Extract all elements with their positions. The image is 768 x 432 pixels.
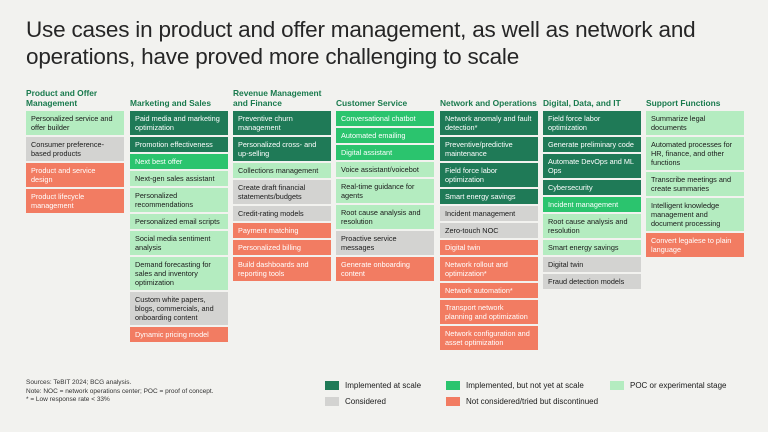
legend-label: Considered — [345, 397, 386, 406]
use-case-cell: Next-gen sales assistant — [130, 171, 228, 186]
legend-label: Not considered/tried but discontinued — [466, 397, 599, 406]
column-header: Revenue Management and Finance — [233, 88, 322, 108]
page-title: Use cases in product and offer managemen… — [26, 17, 696, 69]
use-case-cell: Transport network planning and optimizat… — [440, 300, 538, 324]
use-case-cell: Personalized email scripts — [130, 214, 228, 229]
column-header: Customer Service — [336, 98, 408, 108]
column-header: Digital, Data, and IT — [543, 98, 621, 108]
use-case-cell: Summarize legal documents — [646, 111, 744, 135]
footnotes: Sources: TeBIT 2024; BCG analysis. Note:… — [26, 379, 214, 405]
use-case-cell: Payment matching — [233, 223, 331, 238]
column-3: Customer Service Conversational chatbot Au… — [336, 83, 434, 283]
legend-swatch — [610, 381, 624, 390]
use-case-cell: Demand forecasting for sales and invento… — [130, 257, 228, 290]
footnote-sources: Sources: TeBIT 2024; BCG analysis. — [26, 379, 132, 386]
use-case-cell: Social media sentiment analysis — [130, 231, 228, 255]
use-case-cell: Real-time guidance for agents — [336, 179, 434, 203]
legend-implemented-at-scale: Implemented at scale — [325, 381, 421, 390]
legend-implemented-not-scale: Implemented, but not yet at scale — [446, 381, 584, 390]
use-case-cell: Generate onboarding content — [336, 257, 434, 281]
column-2: Revenue Management and Finance Preventive… — [233, 83, 331, 283]
use-case-cell: Personalized billing — [233, 240, 331, 255]
use-case-cell: Field force labor optimization — [440, 163, 538, 187]
legend-poc: POC or experimental stage — [610, 381, 727, 390]
use-case-cell: Generate preliminary code — [543, 137, 641, 152]
legend-swatch — [325, 381, 339, 390]
use-case-cell: Product lifecycle management — [26, 189, 124, 213]
use-case-cell: Create draft financial statements/budget… — [233, 180, 331, 204]
column-header: Marketing and Sales — [130, 98, 211, 108]
use-case-cell: Root cause analysis and resolution — [543, 214, 641, 238]
legend-label: Implemented, but not yet at scale — [466, 381, 584, 390]
use-case-cell: Digital assistant — [336, 145, 434, 160]
use-case-cell: Proactive service messages — [336, 231, 434, 255]
use-case-cell: Smart energy savings — [543, 240, 641, 255]
use-case-cell: Digital twin — [440, 240, 538, 255]
use-case-cell: Digital twin — [543, 257, 641, 272]
column-header: Support Functions — [646, 98, 721, 108]
use-case-cell: Credit-rating models — [233, 206, 331, 221]
use-case-cell: Next best offer — [130, 154, 228, 169]
legend-label: Implemented at scale — [345, 381, 422, 390]
use-case-cell: Convert legalese to plain language — [646, 233, 744, 257]
use-case-cell: Automated processes for HR, finance, and… — [646, 137, 744, 170]
use-case-cell: Collections management — [233, 163, 331, 178]
legend-label: POC or experimental stage — [630, 381, 727, 390]
use-case-cell: Network automation* — [440, 283, 538, 298]
use-case-cell: Conversational chatbot — [336, 111, 434, 126]
use-case-cell: Dynamic pricing model — [130, 327, 228, 342]
column-4: Network and Operations Network anomaly an… — [440, 83, 538, 352]
use-case-cell: Fraud detection models — [543, 274, 641, 289]
use-case-cell: Consumer preference-based products — [26, 137, 124, 161]
footnote-asterisk: * = Low response rate < 33% — [26, 396, 110, 403]
use-case-cell: Voice assistant/voicebot — [336, 162, 434, 177]
use-case-cell: Preventive churn management — [233, 111, 331, 135]
use-case-cell: Personalized recommendations — [130, 188, 228, 212]
use-case-cell: Build dashboards and reporting tools — [233, 257, 331, 281]
use-case-cell: Paid media and marketing optimization — [130, 111, 228, 135]
use-case-cell: Custom white papers, blogs, commercials,… — [130, 292, 228, 325]
use-case-cell: Product and service design — [26, 163, 124, 187]
use-case-cell: Cybersecurity — [543, 180, 641, 195]
legend-discontinued: Not considered/tried but discontinued — [446, 397, 598, 406]
use-case-cell: Field force labor optimization — [543, 111, 641, 135]
use-case-cell: Promotion effectiveness — [130, 137, 228, 152]
footnote-note: Note: NOC = network operations center; P… — [26, 387, 214, 395]
use-case-cell: Network rollout and optimization* — [440, 257, 538, 281]
use-case-cell: Network anomaly and fault detection* — [440, 111, 538, 135]
column-5: Digital, Data, and IT Field force labor o… — [543, 83, 641, 291]
use-case-cell: Intelligent knowledge management and doc… — [646, 198, 744, 231]
column-header: Product and Offer Management — [26, 88, 98, 108]
column-0: Product and Offer Management Personalized… — [26, 83, 124, 215]
use-case-cell: Incident management — [440, 206, 538, 221]
use-case-cell: Zero-touch NOC — [440, 223, 538, 238]
use-case-cell: Incident management — [543, 197, 641, 212]
column-header: Network and Operations — [440, 98, 537, 108]
use-case-cell: Transcribe meetings and create summaries — [646, 172, 744, 196]
legend-swatch — [446, 397, 460, 406]
use-case-cell: Personalized service and offer builder — [26, 111, 124, 135]
legend-swatch — [325, 397, 339, 406]
use-case-cell: Root cause analysis and resolution — [336, 205, 434, 229]
column-1: Marketing and Sales Paid media and market… — [130, 83, 228, 344]
use-case-cell: Automate DevOps and ML Ops — [543, 154, 641, 178]
use-case-cell: Automated emailing — [336, 128, 434, 143]
use-case-cell: Smart energy savings — [440, 189, 538, 204]
legend-considered: Considered — [325, 397, 386, 406]
column-6: Support Functions Summarize legal documen… — [646, 83, 744, 259]
use-case-cell: Preventive/predictive maintenance — [440, 137, 538, 161]
use-case-cell: Network configuration and asset optimiza… — [440, 326, 538, 350]
use-case-cell: Personalized cross- and up-selling — [233, 137, 331, 161]
legend-swatch — [446, 381, 460, 390]
